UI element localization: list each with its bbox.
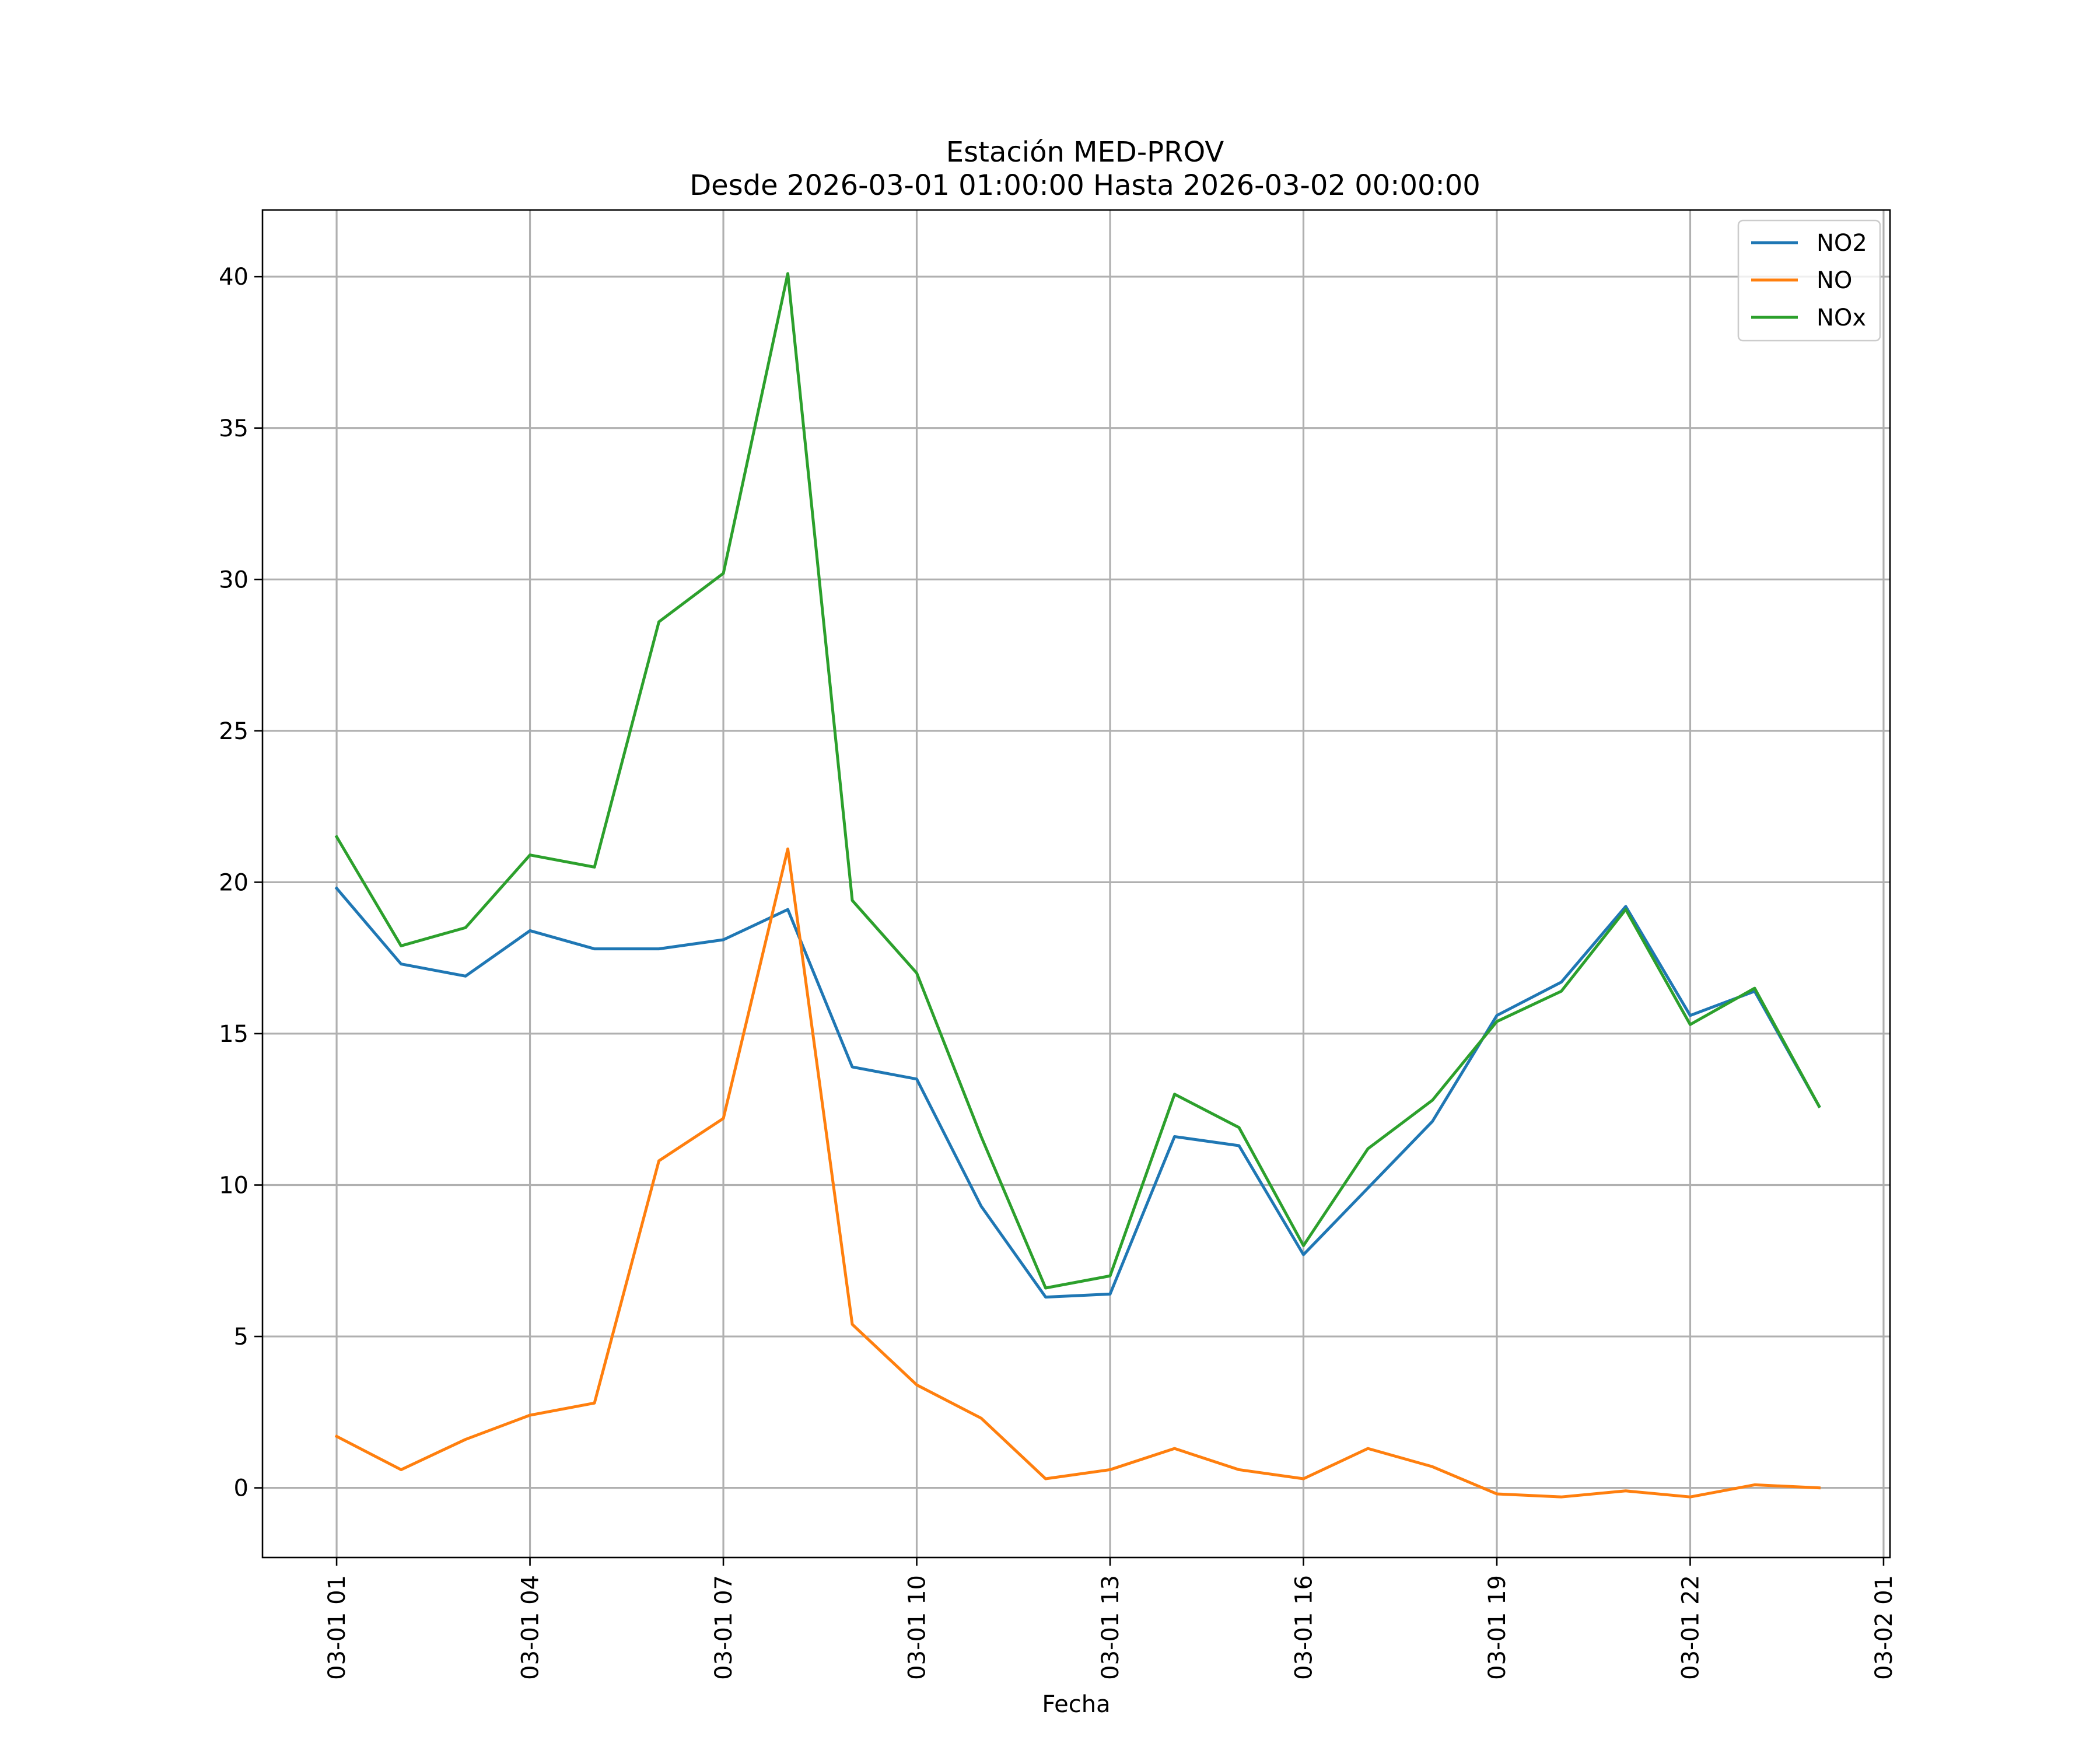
y-tick-label: 5 [234,1324,249,1350]
x-tick-label: 03-01 01 [324,1575,351,1680]
y-tick-label: 35 [219,415,249,442]
legend-label-no: NO [1817,267,1852,294]
series-lines [334,272,1821,1499]
x-tick-label: 03-01 07 [710,1575,737,1680]
legend: NO2 NO NOx [1737,219,1881,342]
legend-label-nox: NOx [1817,304,1866,331]
y-tick-label: 25 [219,718,249,745]
y-tick-label: 30 [219,566,249,593]
x-axis-label: Fecha [1042,1691,1110,1718]
x-tick-label: 03-01 22 [1677,1575,1704,1680]
y-tick-label: 0 [234,1475,249,1502]
x-tick-label: 03-01 04 [517,1575,544,1680]
y-tick-label: 20 [219,869,249,896]
legend-frame [1737,219,1881,342]
grid [262,210,1890,1558]
y-axis-ticks: 0 5 10 15 20 25 30 35 40 [219,264,262,1502]
chart-title-line-1: Estación MED-PROV [946,136,1224,169]
series-line-nox [334,272,1821,1290]
x-tick-label: 03-01 10 [904,1575,931,1680]
x-tick-label: 03-02 01 [1871,1575,1898,1680]
plot-area-frame [261,209,1891,1559]
x-tick-label: 03-01 13 [1097,1575,1124,1680]
series-line-no2 [334,886,1821,1299]
x-tick-label: 03-01 16 [1290,1575,1317,1680]
legend-label-no2: NO2 [1817,230,1867,257]
y-tick-label: 15 [219,1021,249,1048]
y-tick-label: 10 [219,1172,249,1199]
chart-title-line-2: Desde 2026-03-01 01:00:00 Hasta 2026-03-… [690,169,1480,202]
x-tick-label: 03-01 19 [1484,1575,1511,1680]
series-line-no [334,847,1821,1499]
x-axis-ticks: 03-01 01 03-01 04 03-01 07 03-01 10 03-01 13… [324,1558,1898,1680]
y-tick-label: 40 [219,264,249,290]
